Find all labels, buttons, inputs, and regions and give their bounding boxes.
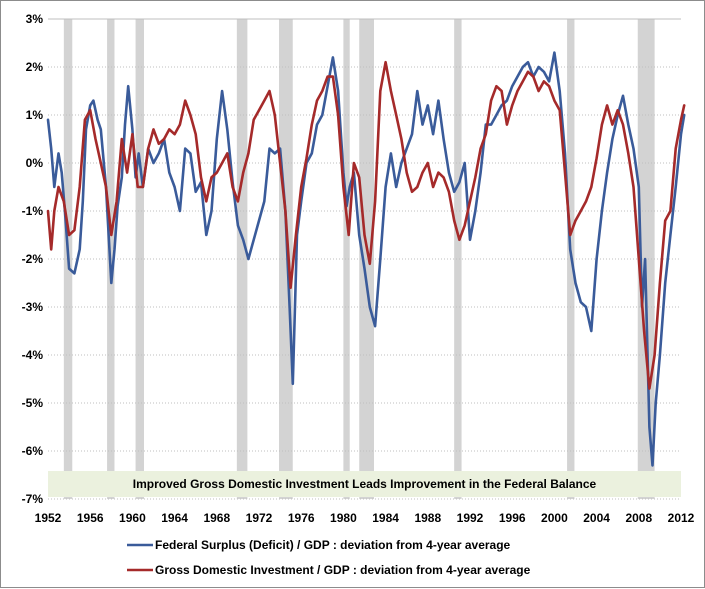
recession-band-2 [135,19,145,499]
x-tick-label: 1972 [246,511,273,525]
y-tick-label: 2% [26,60,44,74]
y-tick-label: 0% [26,156,44,170]
y-tick-label: -4% [22,348,44,362]
legend-label-federal: Federal Surplus (Deficit) / GDP : deviat… [155,538,511,552]
x-tick-label: 1988 [414,511,441,525]
y-tick-label: -2% [22,252,44,266]
legend: Federal Surplus (Deficit) / GDP : deviat… [127,538,531,577]
x-axis-tick-labels: 1952 1956 1960 1964 1968 1972 1976 1980 1984 1988… [35,511,695,525]
y-tick-label: -3% [22,300,44,314]
y-tick-label: 1% [26,108,44,122]
y-tick-label: 3% [26,12,44,26]
x-tick-label: 2000 [541,511,568,525]
annotation-background [48,471,681,497]
x-tick-label: 1980 [330,511,357,525]
series-line-federal [46,51,686,467]
x-tick-label: 1984 [372,511,399,525]
x-tick-label: 2012 [668,511,695,525]
y-tick-label: -6% [22,444,44,458]
annotation-text: Improved Gross Domestic Investment Leads… [133,477,597,491]
x-tick-label: 1956 [77,511,104,525]
y-axis-tick-labels: 3% 2% 1% 0% -1% -2% -3% -4% -5% -6% -7% [22,12,44,506]
x-tick-label: 1968 [203,511,230,525]
legend-label-investment: Gross Domestic Investment / GDP : deviat… [155,563,531,577]
x-tick-label: 2008 [625,511,652,525]
x-tick-label: 1964 [161,511,188,525]
y-tick-label: -7% [22,492,44,506]
series-line-investment [46,60,686,390]
recession-bands [63,19,655,499]
annotation-box: Improved Gross Domestic Investment Leads… [48,471,681,497]
x-tick-label: 1960 [119,511,146,525]
recession-band-5 [343,19,350,499]
x-tick-label: 1976 [288,511,315,525]
y-tick-label: -1% [22,204,44,218]
x-tick-label: 2004 [583,511,610,525]
x-tick-label: 1952 [35,511,62,525]
x-tick-label: 1992 [457,511,484,525]
x-tick-label: 1996 [499,511,526,525]
y-tick-label: -5% [22,396,44,410]
recession-band-3 [236,19,248,499]
recession-band-7 [454,19,462,499]
series-lines [46,51,686,467]
